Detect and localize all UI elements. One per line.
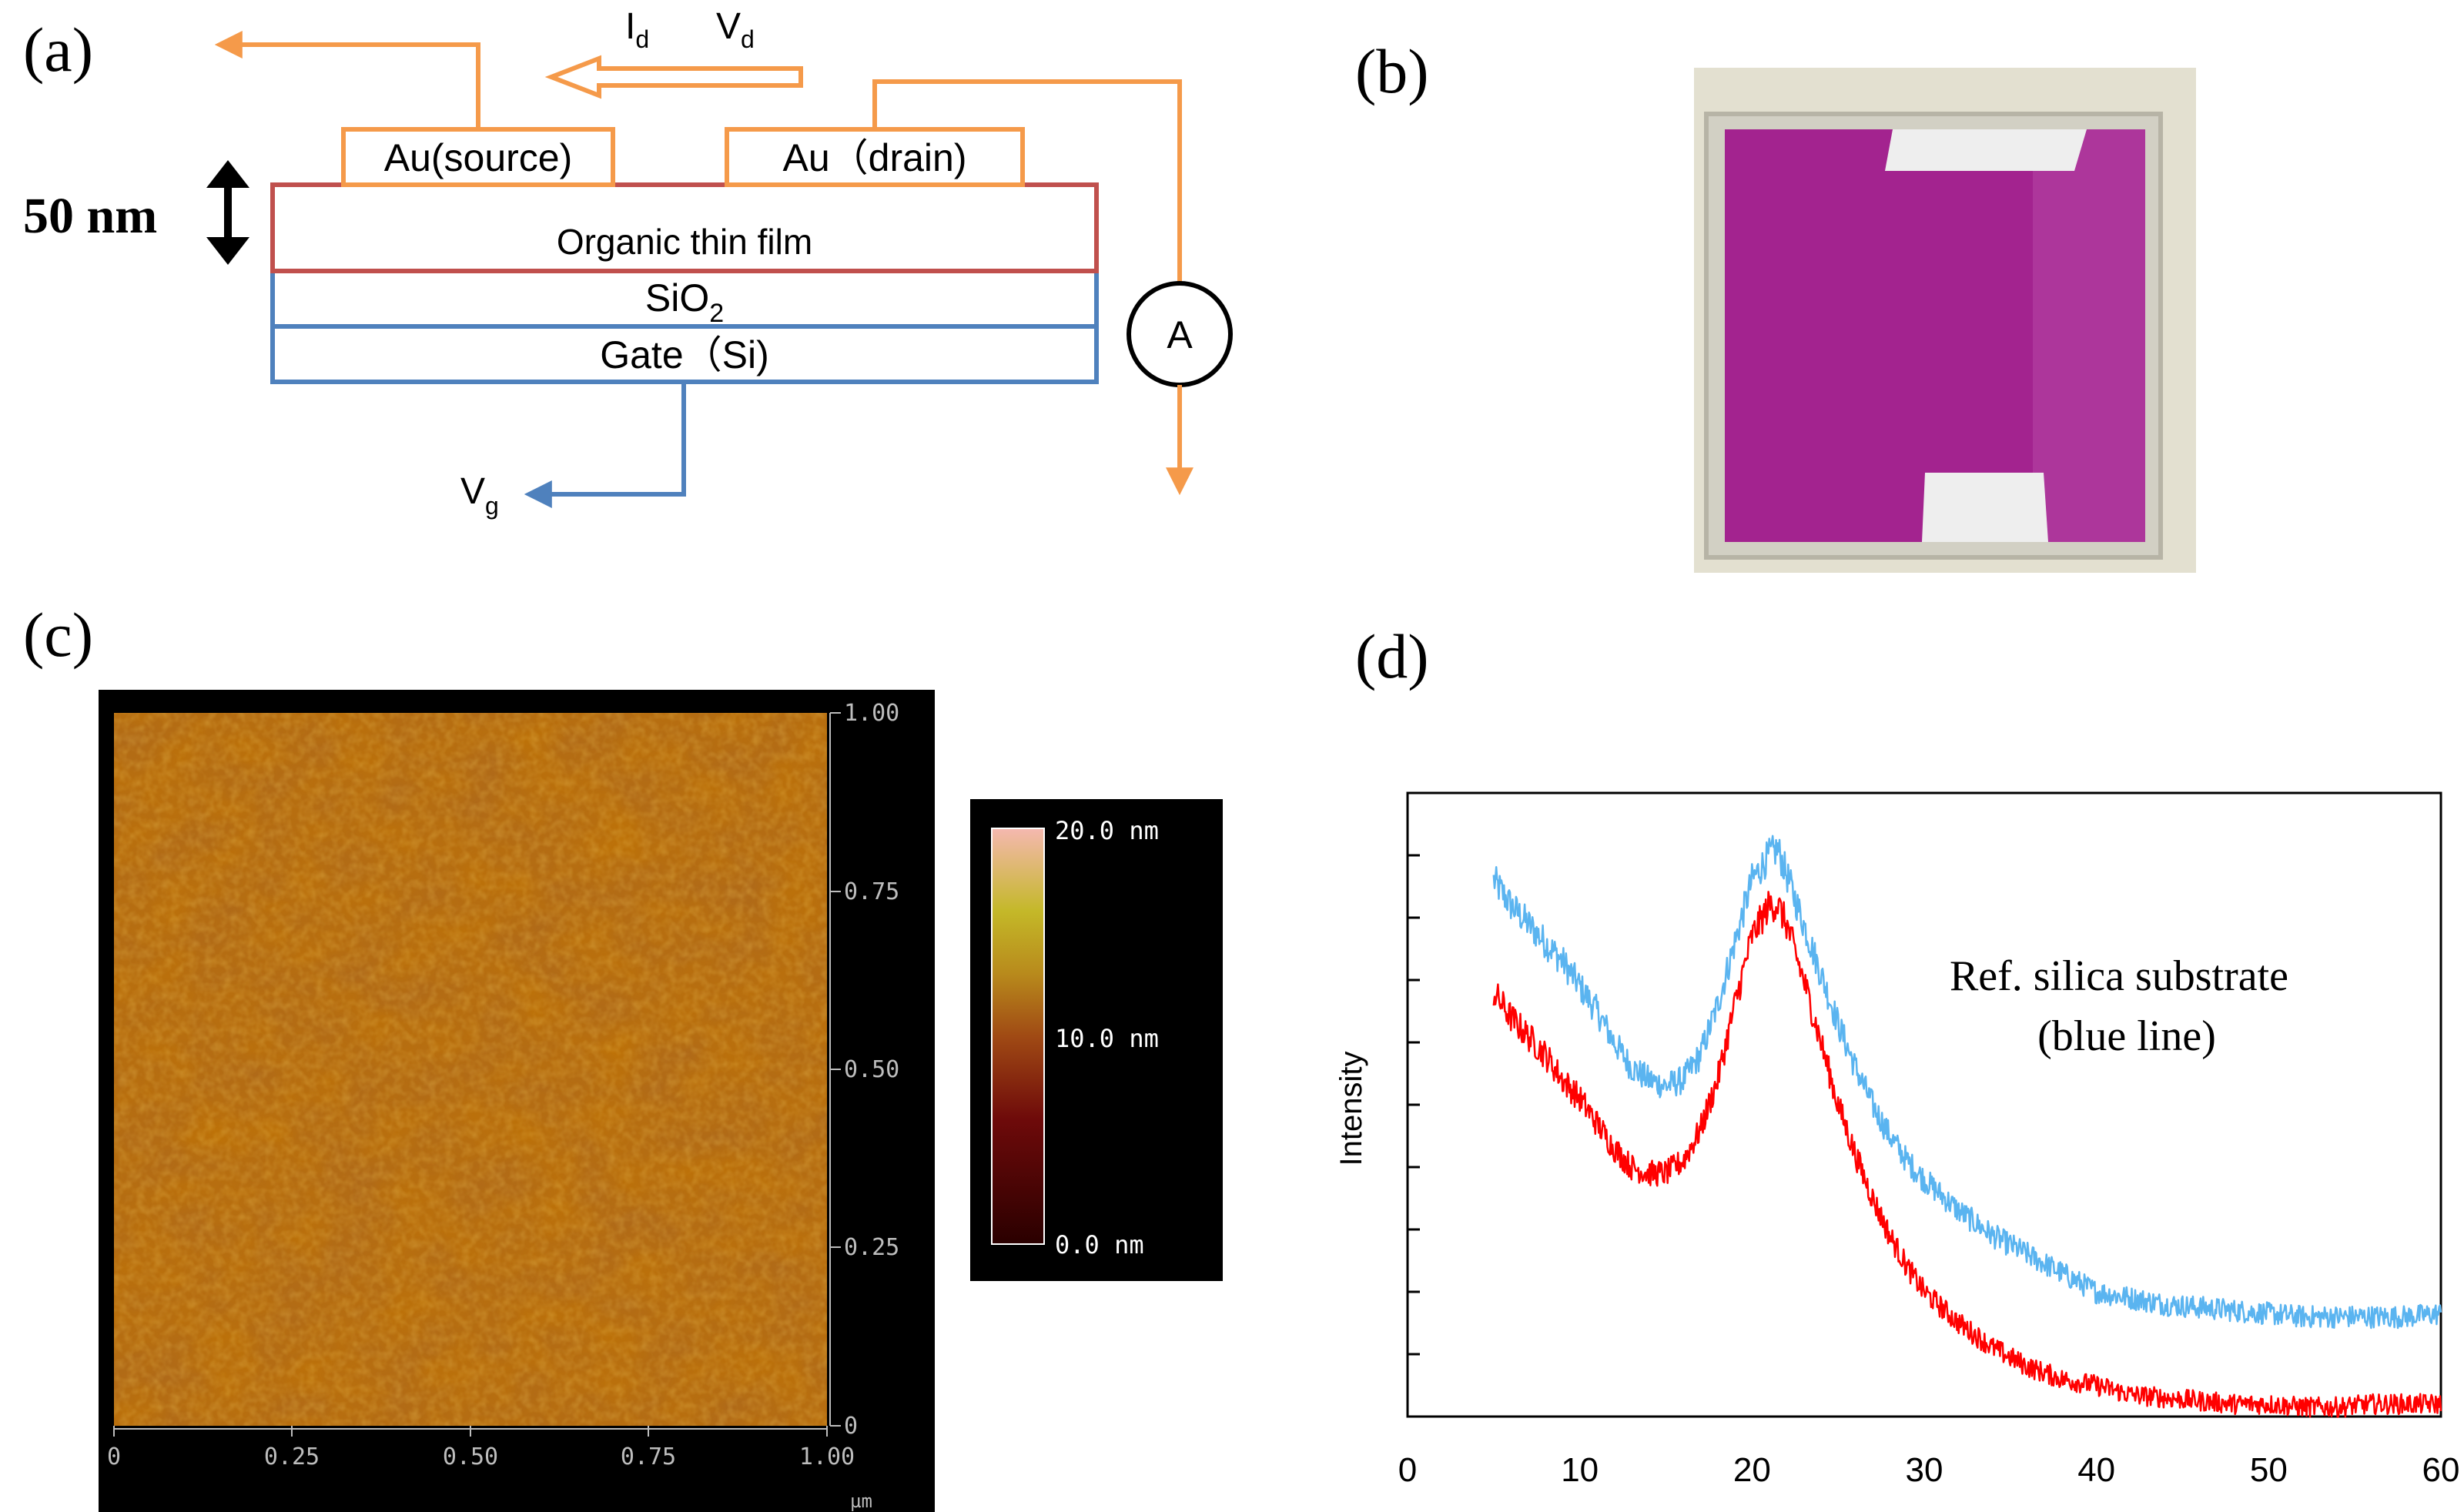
sio2-text: SiO	[645, 276, 709, 319]
organic-film-layer	[270, 182, 1099, 273]
vd-label: Vd	[716, 6, 755, 53]
mask-bottom	[1922, 473, 2048, 542]
panel-b-label: (b)	[1355, 36, 1429, 106]
afm-y-tick-label: 0.50	[844, 1056, 899, 1083]
panel-d-label: (d)	[1355, 621, 1429, 691]
source-wire	[214, 31, 480, 129]
afm-x-tick-label: 0.75	[621, 1443, 676, 1470]
colorbar-max-label: 20.0 nm	[1055, 816, 1159, 845]
plot-frame	[1406, 791, 2442, 1418]
afm-y-tick-label: 0	[844, 1413, 858, 1440]
afm-x-tick-label: 0.25	[264, 1443, 320, 1470]
gate-wire	[524, 382, 686, 508]
afm-x-ticks	[113, 1426, 828, 1437]
ammeter-label: A	[1167, 313, 1193, 356]
plot-x-tick-label: 20	[1733, 1451, 1771, 1489]
gate-label: Gate（Si)	[600, 333, 769, 376]
colorbar-mid-label: 10.0 nm	[1055, 1024, 1159, 1053]
afm-fine-texture	[114, 713, 827, 1426]
afm-unit-label: µm	[850, 1490, 872, 1512]
panel-c: (c) 0 0.25 0.50 0.75 1.00 µm 1.00 0.75 0…	[23, 600, 1223, 1512]
panel-a: (a) 50 nm Au(source) Au（drain) Organic t…	[23, 6, 1233, 520]
panel-a-label: (a)	[23, 15, 93, 85]
vd-text: V	[716, 6, 741, 47]
plot-x-tick-label: 0	[1398, 1451, 1417, 1489]
plot-annotation-line1: Ref. silica substrate	[1950, 952, 2288, 1000]
drain-wire	[872, 79, 1182, 293]
colorbar-min-label: 0.0 nm	[1055, 1230, 1144, 1259]
panel-d: (d) 0 10 20 30 40 50 60 Intensity Ref. silica …	[1334, 621, 2459, 1489]
sample-series-line	[1492, 891, 2442, 1418]
id-label: Id	[625, 6, 649, 53]
panel-b: (b)	[1355, 36, 2196, 573]
plot-x-tick-label: 30	[1906, 1451, 1943, 1489]
afm-y-ticks	[830, 712, 841, 1427]
plot-x-tick-label: 40	[2077, 1451, 2115, 1489]
vg-label: Vg	[460, 471, 499, 520]
afm-y-tick-label: 1.00	[844, 700, 899, 727]
plot-x-tick-label: 60	[2422, 1451, 2460, 1489]
plot-x-ticks: 0 10 20 30 40 50 60	[1398, 1451, 2460, 1489]
id-subscript: d	[635, 25, 649, 53]
thickness-arrow	[206, 160, 249, 265]
drain-label: Au（drain)	[783, 136, 967, 179]
afm-x-tick-label: 1.00	[799, 1443, 855, 1470]
plot-y-ticks	[1408, 854, 1420, 1356]
plot-x-tick-label: 50	[2250, 1451, 2288, 1489]
panel-c-label: (c)	[23, 600, 93, 670]
vg-subscript: g	[485, 492, 499, 520]
plot-annotation-line2: (blue line)	[2037, 1012, 2216, 1060]
afm-x-tick-label: 0	[107, 1443, 121, 1470]
plot-series	[1492, 835, 2442, 1418]
sio2-subscript: 2	[709, 299, 724, 328]
current-direction-arrow	[544, 55, 803, 99]
id-text: I	[625, 6, 635, 47]
reference-series-line	[1492, 835, 2442, 1330]
mask-top	[1885, 129, 2087, 171]
source-label: Au(source)	[384, 136, 573, 179]
plot-x-tick-label: 10	[1561, 1451, 1599, 1489]
vd-subscript: d	[741, 25, 755, 53]
afm-y-tick-label: 0.75	[844, 878, 899, 905]
thickness-label: 50 nm	[23, 188, 157, 244]
vg-text: V	[460, 471, 485, 512]
film-label: Organic thin film	[557, 222, 812, 262]
afm-y-tick-label: 0.25	[844, 1234, 899, 1261]
colorbar	[991, 828, 1045, 1245]
afm-x-tick-label: 0.50	[443, 1443, 498, 1470]
plot-ylabel: Intensity	[1334, 1052, 1368, 1166]
sio2-label: SiO2	[645, 276, 724, 328]
film-highlight	[2033, 129, 2145, 542]
